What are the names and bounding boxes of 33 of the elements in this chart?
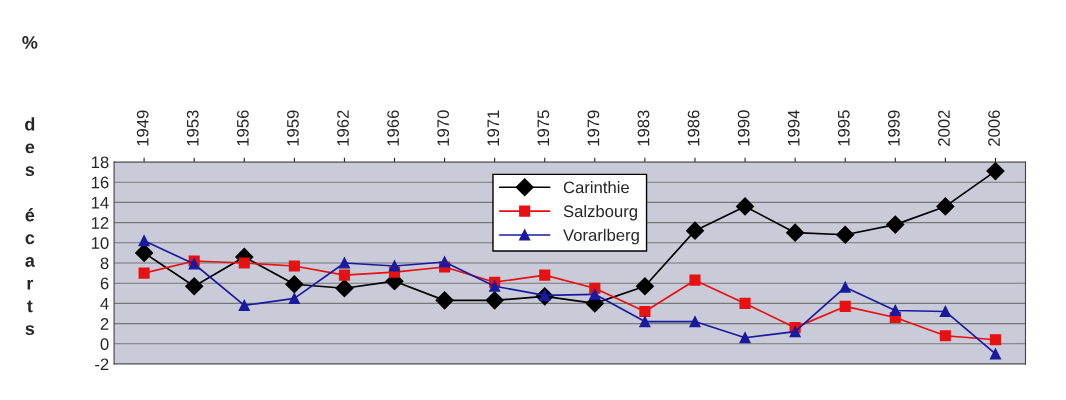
x-tick-label: 1971 bbox=[487, 110, 500, 146]
x-tick-label: 2002 bbox=[938, 110, 950, 146]
legend-label: Vorarlberg bbox=[563, 228, 639, 245]
y-tick-label: 2 bbox=[100, 318, 109, 330]
y-tick-label: 12 bbox=[91, 217, 109, 229]
x-tick-label: 1966 bbox=[387, 110, 399, 146]
x-tick-label: 1995 bbox=[837, 110, 850, 146]
legend-label: Salzbourg bbox=[563, 204, 637, 221]
y-tick-label: -2 bbox=[95, 358, 109, 371]
x-tick-label: 1983 bbox=[637, 110, 650, 146]
x-tick-label: 1986 bbox=[687, 110, 700, 146]
y-tick-label: 4 bbox=[100, 297, 109, 310]
x-tick-label: 1953 bbox=[186, 110, 199, 146]
y-tick-label: 8 bbox=[100, 257, 109, 270]
x-tick-label: 1962 bbox=[337, 110, 349, 146]
y-tick-label: 0 bbox=[100, 338, 109, 350]
y-tick-label: 10 bbox=[91, 237, 109, 249]
x-tick-label: 1949 bbox=[136, 110, 149, 146]
x-tick-label: 1994 bbox=[787, 110, 800, 146]
x-tick-label: 1956 bbox=[236, 110, 249, 146]
x-tick-label: 1990 bbox=[737, 110, 750, 146]
x-tick-label: 1979 bbox=[587, 110, 600, 146]
legend-label: Carinthie bbox=[563, 181, 629, 194]
y-tick-label: 18 bbox=[91, 156, 109, 169]
y-tick-label: 6 bbox=[100, 277, 109, 290]
y-tick-label: 16 bbox=[91, 176, 109, 189]
y-tick-label: 14 bbox=[91, 196, 109, 209]
x-tick-label: 1970 bbox=[437, 110, 450, 146]
x-tick-label: 2006 bbox=[988, 110, 1000, 146]
text: % des écarts bbox=[22, 36, 38, 336]
x-tick-label: 1975 bbox=[537, 110, 550, 146]
x-tick-label: 1999 bbox=[887, 110, 900, 146]
x-tick-label: 1959 bbox=[287, 110, 299, 146]
